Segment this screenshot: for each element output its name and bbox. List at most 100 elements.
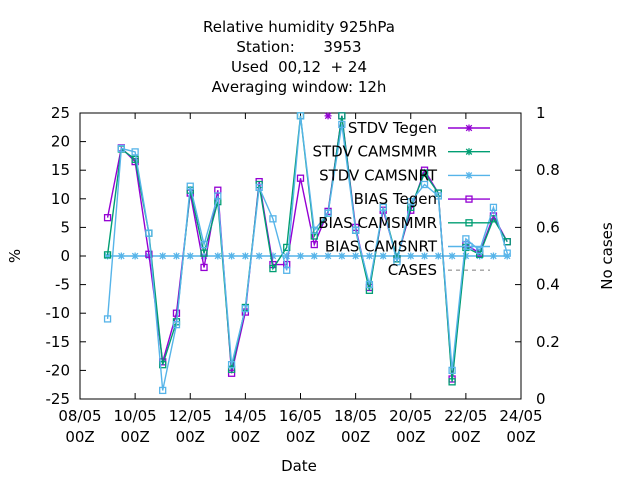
x-tick-date: 16/05: [279, 407, 322, 425]
x-axis-label: Date: [281, 457, 317, 475]
data-point: [159, 386, 167, 395]
data-point: [324, 209, 332, 217]
x-tick-date: 22/05: [444, 407, 487, 425]
data-point: [420, 169, 429, 177]
y-tick-label: 15: [51, 161, 70, 179]
data-point: [103, 315, 112, 323]
data-point: [434, 192, 442, 200]
data-point: [117, 144, 125, 153]
y2-axis-label: No cases: [598, 222, 616, 290]
data-point: [103, 251, 112, 259]
data-point: [310, 226, 318, 234]
x-tick-hour: 00Z: [176, 428, 205, 446]
legend-marker: [465, 171, 473, 179]
x-tick-date: 08/05: [58, 407, 101, 425]
legend-item: BIAS CAMSNRT: [325, 238, 490, 256]
data-point: [269, 264, 277, 273]
legend-marker: [465, 148, 473, 156]
x-tick-date: 10/05: [114, 407, 157, 425]
data-point: [283, 266, 291, 274]
data-point: [227, 361, 236, 369]
data-point: [131, 252, 139, 260]
data-point: [338, 112, 346, 120]
legend-label: BIAS CAMSMMR: [318, 214, 437, 232]
legend-item: CASES: [388, 261, 490, 279]
y2-axis-ticks: 1 0.8 0.6 0.4 0.2 0: [515, 104, 560, 408]
data-point: [255, 183, 263, 192]
data-point: [338, 252, 346, 260]
data-point: [296, 174, 305, 182]
legend-item: STDV CAMSMMR: [312, 143, 490, 161]
legend-item: STDV CAMSNRT: [319, 166, 490, 184]
data-point: [297, 252, 304, 260]
legend-label: CASES: [388, 261, 437, 279]
data-point: [227, 365, 236, 373]
data-point: [227, 369, 236, 377]
legend-item: BIAS Tegen: [354, 190, 490, 208]
y2-tick-label: 1: [536, 104, 546, 122]
data-point: [448, 366, 456, 375]
series-line: [106, 115, 508, 391]
data-point: [283, 243, 291, 252]
data-point: [145, 250, 153, 258]
x-tick-date: 18/05: [334, 407, 377, 425]
data-point: [228, 252, 236, 260]
data-point: [103, 214, 112, 222]
data-point: [421, 252, 429, 260]
series-line: [106, 115, 508, 380]
x-tick-hour: 00Z: [286, 428, 315, 446]
legend-item: STDV Tegen: [348, 119, 490, 137]
y-tick-label: 0: [60, 247, 70, 265]
x-tick-hour: 00Z: [396, 428, 425, 446]
data-point: [310, 240, 318, 249]
data-point: [503, 249, 511, 257]
data-point: [310, 252, 318, 260]
chart-title: Relative humidity 925hPa Station: 3953 Use…: [203, 18, 395, 96]
series-bias-camsnrt: [103, 112, 511, 395]
series-stdv-tegen: [324, 112, 332, 120]
data-point: [200, 249, 208, 257]
data-point: [269, 215, 277, 223]
y2-tick-label: 0.4: [536, 276, 560, 294]
data-point: [420, 180, 429, 189]
data-point: [324, 252, 332, 260]
legend: STDV Tegen STDV CAMSMMR STDV CAMSNRT BIAS T…: [312, 119, 490, 279]
data-point: [434, 252, 442, 260]
data-point: [407, 198, 415, 206]
data-point: [351, 226, 360, 234]
data-point: [131, 148, 139, 156]
data-point: [365, 252, 373, 260]
y-tick-label: 25: [51, 104, 70, 122]
data-point: [255, 252, 263, 260]
legend-marker: [465, 219, 473, 227]
data-point: [296, 112, 305, 120]
data-point: [186, 252, 194, 260]
y-tick-label: 20: [51, 133, 70, 151]
data-point: [352, 252, 360, 260]
legend-label: STDV CAMSNRT: [319, 166, 438, 184]
series-line: [106, 115, 508, 382]
data-point: [489, 252, 497, 260]
y2-tick-label: 0: [536, 390, 546, 408]
series-stdv-camsnrt: [104, 252, 511, 260]
legend-label: BIAS Tegen: [354, 190, 437, 208]
data-point: [117, 252, 125, 260]
data-point: [448, 252, 456, 260]
data-point: [393, 258, 401, 266]
y2-tick-label: 0.2: [536, 333, 560, 351]
data-point: [241, 304, 250, 313]
data-point: [159, 361, 167, 369]
chart-title-line: Station: 3953: [236, 38, 361, 56]
data-point: [365, 280, 374, 289]
x-tick-date: 12/05: [169, 407, 212, 425]
legend-marker: [465, 124, 473, 132]
data-point: [379, 203, 387, 212]
data-point: [172, 320, 181, 329]
y-axis-ticks: 25 20 15 10 5 0 -5 -10 -15 -20 -25: [46, 104, 86, 408]
y-tick-label: 10: [51, 190, 70, 208]
y-tick-label: 5: [60, 218, 70, 236]
x-tick-hour: 00Z: [120, 428, 149, 446]
data-point: [186, 182, 194, 190]
data-point: [448, 378, 456, 386]
